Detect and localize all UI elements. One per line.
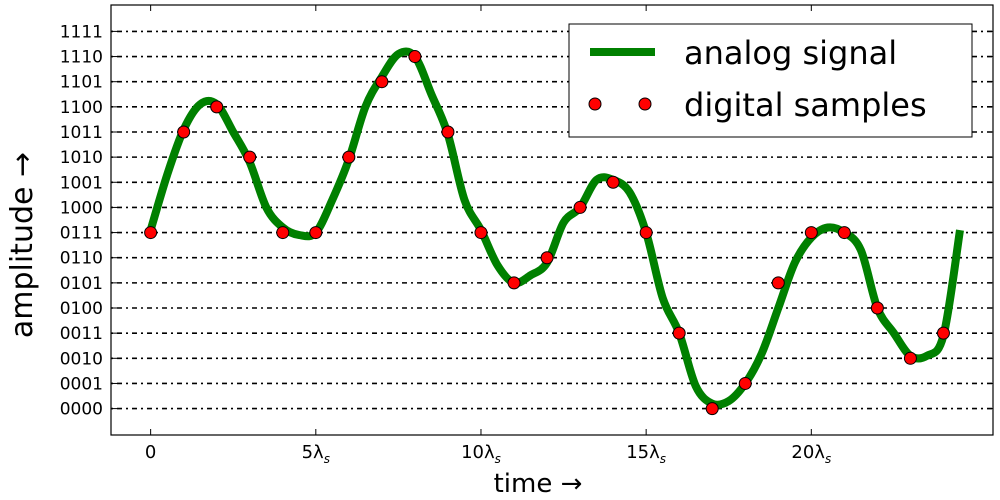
y-ticks: 0000 0001 0010 0011 0100 0101 0110 0111 1000 1001… <box>60 22 993 420</box>
sample-point <box>507 276 521 290</box>
sample-point <box>639 226 653 240</box>
x-tick-label: 10λs <box>461 442 501 466</box>
sample-point <box>903 351 917 365</box>
sample-point <box>870 301 884 315</box>
y-tick-label: 0000 <box>60 400 103 420</box>
sample-point <box>375 75 389 89</box>
sample-point <box>606 175 620 189</box>
y-tick-label: 0101 <box>60 274 103 294</box>
x-axis-label: time → <box>494 469 583 499</box>
y-tick-label: 1100 <box>60 98 103 118</box>
sample-point <box>210 100 224 114</box>
y-tick-label: 0010 <box>60 349 103 369</box>
plot-frame <box>110 4 994 436</box>
sample-point <box>276 226 290 240</box>
legend-box <box>568 23 973 138</box>
legend-label-analog: analog signal <box>684 34 897 72</box>
sample-point <box>408 50 422 64</box>
sample-point <box>144 226 158 240</box>
sample-point <box>177 125 191 139</box>
legend: analog signal digital samples <box>568 23 973 138</box>
x-tick-label: 5λs <box>302 442 330 466</box>
y-tick-label: 1101 <box>60 73 103 93</box>
legend-marker-1 <box>588 97 602 111</box>
sample-point <box>837 226 851 240</box>
sample-point <box>936 326 950 340</box>
sample-point <box>309 226 323 240</box>
sample-point <box>243 150 257 164</box>
series-layer <box>144 47 964 416</box>
y-tick-label: 0110 <box>60 249 103 269</box>
y-tick-label: 1001 <box>60 173 103 193</box>
sample-point <box>474 226 488 240</box>
y-tick-label: 0100 <box>60 299 103 319</box>
y-tick-label: 0111 <box>60 224 103 244</box>
sample-point <box>573 200 587 214</box>
sample-point <box>540 251 554 265</box>
y-tick-label: 1010 <box>60 148 103 168</box>
x-tick-label: 0 <box>145 442 156 463</box>
sample-point <box>441 125 455 139</box>
y-tick-label: 0001 <box>60 374 103 394</box>
x-ticks: 0 5λs 10λs 15λs 20λs <box>145 5 831 466</box>
x-tick-label: 15λs <box>626 442 666 466</box>
y-tick-label: 1011 <box>60 123 103 143</box>
legend-label-digital: digital samples <box>684 86 927 124</box>
sample-point <box>804 226 818 240</box>
y-axis-label: amplitude → <box>5 152 40 338</box>
y-tick-label: 1110 <box>60 48 103 68</box>
legend-marker-2 <box>638 97 652 111</box>
sample-point <box>672 326 686 340</box>
y-tick-label: 1111 <box>60 22 103 42</box>
y-tick-label: 1000 <box>60 198 103 218</box>
sample-point <box>771 276 785 290</box>
sample-point <box>705 402 719 416</box>
sample-point <box>342 150 356 164</box>
x-tick-label: 20λs <box>791 442 831 466</box>
sample-point <box>738 376 752 390</box>
y-tick-label: 0011 <box>60 324 103 344</box>
